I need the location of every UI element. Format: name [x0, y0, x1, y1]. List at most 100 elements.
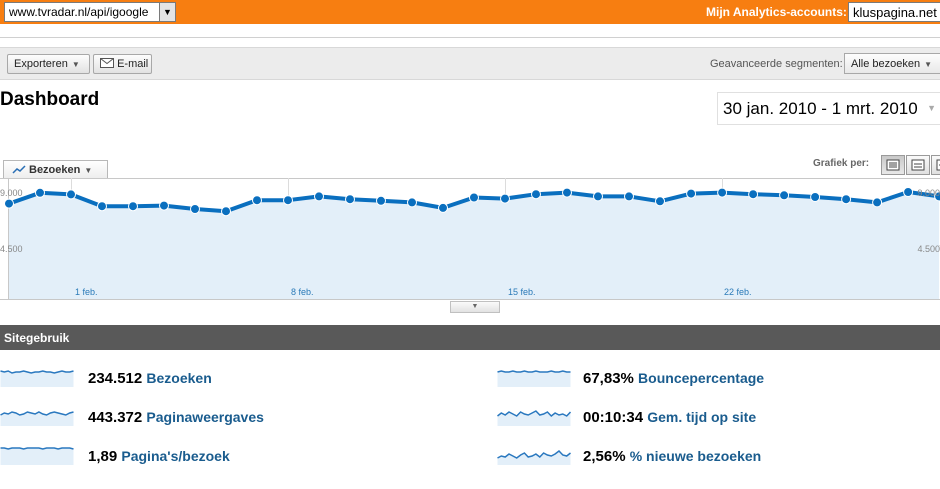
- stat-row: 2,56% % nieuwe bezoeken: [583, 448, 761, 465]
- stat-label-link[interactable]: % nieuwe bezoeken: [629, 448, 762, 464]
- sparkline-line: [497, 370, 571, 373]
- chart-point[interactable]: [128, 201, 138, 212]
- chart-point[interactable]: [221, 206, 231, 217]
- stat-row: 443.372 Paginaweergaves: [88, 409, 264, 426]
- visits-area: [9, 192, 940, 299]
- y-tick-top: 9.000: [0, 188, 23, 198]
- graph-by-label: Grafiek per:: [813, 158, 870, 169]
- sparkline: [497, 410, 571, 426]
- chart-point[interactable]: [345, 194, 355, 205]
- stat-row: 1,89 Pagina's/bezoek: [88, 448, 230, 465]
- stat-label-link[interactable]: Pagina's/bezoek: [121, 448, 230, 464]
- sparkline-line: [0, 447, 74, 450]
- chart-point[interactable]: [531, 189, 541, 200]
- month-view-button[interactable]: [931, 155, 940, 175]
- page-title: Dashboard: [0, 89, 100, 110]
- chart-point[interactable]: [593, 191, 603, 202]
- stat-row: 234.512 Bezoeken: [88, 370, 212, 387]
- sparkline: [0, 447, 74, 465]
- chart-point[interactable]: [562, 187, 572, 198]
- stat-label-link[interactable]: Gem. tijd op site: [647, 409, 757, 425]
- stat-row: 00:10:34 Gem. tijd op site: [583, 409, 756, 426]
- chart-point[interactable]: [903, 187, 914, 197]
- stat-value: 00:10:34: [583, 409, 644, 426]
- account-select-value: kluspagina.net: [853, 5, 937, 20]
- chart-point[interactable]: [810, 192, 821, 202]
- y-tick-mid-right: 4.500: [917, 244, 940, 254]
- chart-point[interactable]: [159, 200, 169, 211]
- chart-point[interactable]: [500, 193, 510, 204]
- month-view-icon: [936, 159, 940, 171]
- export-button[interactable]: Exporteren ▼: [7, 54, 90, 74]
- chart-point[interactable]: [438, 202, 448, 213]
- chevron-down-icon: ▼: [924, 60, 933, 69]
- chart-expand-handle[interactable]: ▼: [450, 301, 500, 313]
- x-tick-label: 1 feb.: [75, 287, 98, 297]
- stat-value: 1,89: [88, 448, 118, 465]
- chart-point[interactable]: [841, 194, 852, 205]
- chevron-down-icon: ▼: [159, 3, 175, 21]
- chart-point[interactable]: [283, 195, 293, 206]
- metric-tab-label: Bezoeken: [29, 164, 81, 176]
- chart-point[interactable]: [686, 188, 697, 199]
- chart-point[interactable]: [190, 204, 200, 214]
- week-view-button[interactable]: [906, 155, 930, 175]
- sparkline-line: [0, 370, 74, 374]
- chart-point[interactable]: [97, 201, 107, 212]
- chart-point[interactable]: [66, 189, 76, 200]
- chart-point[interactable]: [469, 192, 479, 203]
- stat-label-link[interactable]: Paginaweergaves: [146, 409, 264, 425]
- chart-point[interactable]: [376, 195, 386, 206]
- envelope-icon: [100, 58, 114, 68]
- chart-point[interactable]: [655, 196, 665, 207]
- segment-select[interactable]: Alle bezoeken ▼: [844, 53, 940, 74]
- profile-select[interactable]: www.tvradar.nl/api/igoogle ▼: [4, 2, 176, 22]
- chevron-down-icon: ▼: [927, 103, 936, 113]
- day-view-button[interactable]: [881, 155, 905, 175]
- stat-label-link[interactable]: Bouncepercentage: [638, 370, 765, 386]
- chevron-down-icon: ▼: [71, 60, 80, 69]
- sparkline: [0, 411, 74, 426]
- segment-select-value: Alle bezoeken: [851, 58, 921, 70]
- chart-point[interactable]: [4, 198, 14, 209]
- chart-point[interactable]: [872, 197, 883, 208]
- chart-point[interactable]: [35, 187, 45, 198]
- chart-point[interactable]: [407, 197, 417, 208]
- stat-row: 67,83% Bouncepercentage: [583, 370, 764, 387]
- chart-point[interactable]: [717, 187, 728, 198]
- chevron-down-icon: ▼: [471, 303, 479, 310]
- section-header: Sitegebruik: [0, 325, 940, 350]
- sparkline-area: [497, 411, 571, 426]
- date-range-picker[interactable]: 30 jan. 2010 - 1 mrt. 2010 ▼: [717, 92, 940, 125]
- chart-point[interactable]: [779, 190, 790, 201]
- chart-point[interactable]: [934, 191, 940, 202]
- chart-point[interactable]: [624, 191, 634, 202]
- chart-point[interactable]: [252, 195, 262, 206]
- export-button-label: Exporteren: [14, 58, 68, 70]
- sparkline-line: [497, 410, 571, 418]
- metric-selector-tab[interactable]: Bezoeken ▼: [3, 160, 108, 180]
- sparkline-area: [497, 451, 571, 465]
- stat-label-link[interactable]: Bezoeken: [146, 370, 212, 386]
- sparkline: [497, 449, 571, 465]
- email-button-label: E-mail: [117, 58, 149, 70]
- profile-select-value: www.tvradar.nl/api/igoogle: [9, 5, 149, 19]
- account-select[interactable]: kluspagina.net: [848, 2, 940, 22]
- sparkline-line: [0, 411, 74, 416]
- y-tick-mid: 4.500: [0, 244, 23, 254]
- sparkline-area: [0, 412, 74, 426]
- divider: [0, 37, 940, 38]
- chevron-down-icon: ▼: [84, 166, 93, 175]
- sparkline: [497, 370, 571, 387]
- sparkline: [0, 370, 74, 387]
- toolbar: Exporteren ▼ E-mail Geavanceerde segmente…: [0, 47, 940, 80]
- email-button[interactable]: E-mail: [93, 54, 152, 74]
- chart-point[interactable]: [314, 191, 324, 202]
- stat-value: 443.372: [88, 409, 143, 426]
- date-range-value: 30 jan. 2010 - 1 mrt. 2010: [723, 99, 918, 118]
- chart-point[interactable]: [748, 189, 759, 200]
- day-view-icon: [886, 159, 900, 171]
- top-bar: www.tvradar.nl/api/igoogle ▼ Mijn Analyt…: [0, 0, 940, 24]
- stat-value: 234.512: [88, 370, 143, 387]
